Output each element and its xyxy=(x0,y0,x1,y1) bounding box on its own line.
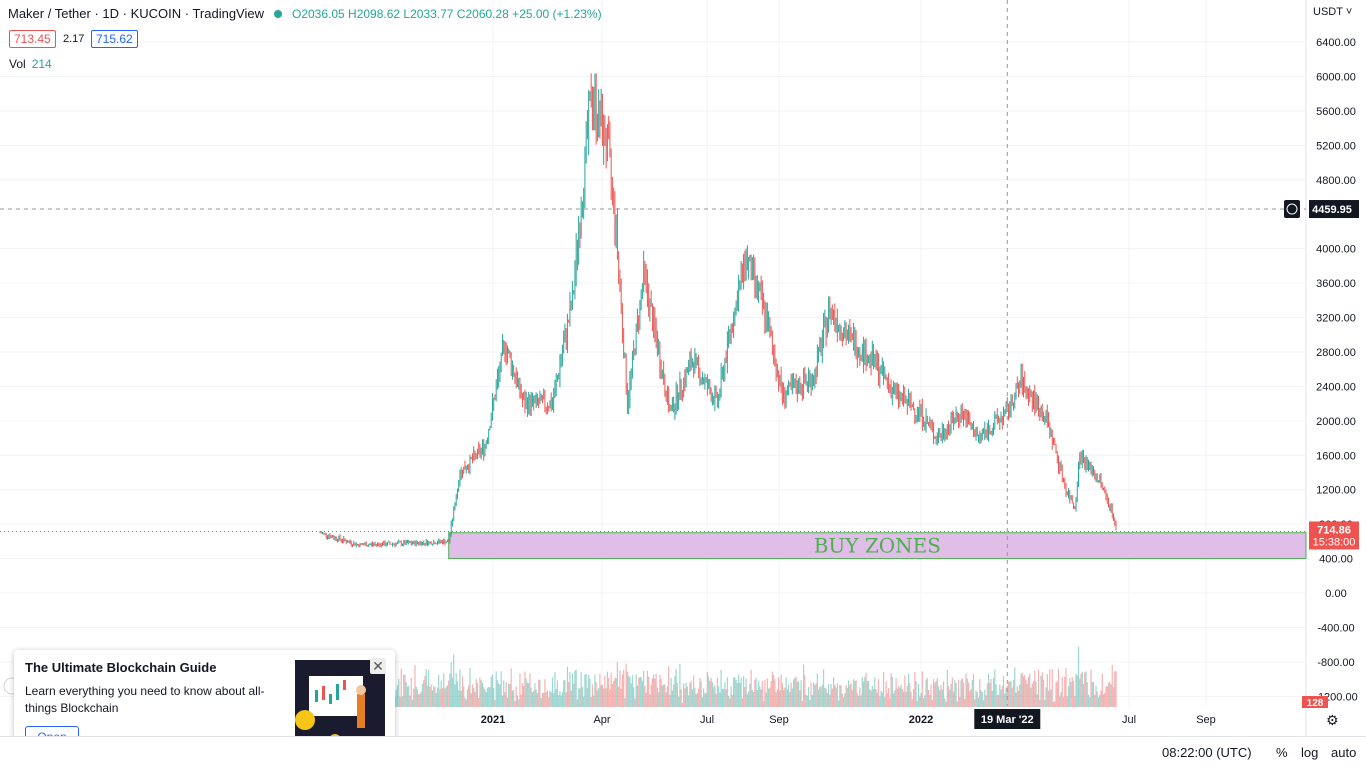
ohlc-values: O2036.05 H2098.62 L2033.77 C2060.28 +25.… xyxy=(292,7,602,21)
status-bar: 08:22:00 (UTC) % log auto xyxy=(0,736,1366,769)
log-toggle[interactable]: log xyxy=(1301,745,1319,760)
close-icon[interactable]: ✕ xyxy=(370,658,386,674)
last-volume-box xyxy=(1302,696,1328,708)
sell-price-button[interactable]: 713.45 xyxy=(9,30,56,48)
clock[interactable]: 08:22:00 (UTC) xyxy=(1162,745,1252,760)
crosshair-price-label: 4459.95 xyxy=(1312,204,1352,216)
spread-value: 2.17 xyxy=(63,33,85,45)
y-tick-label: 1200.00 xyxy=(1316,485,1356,497)
plus-icon-ring xyxy=(1286,203,1298,215)
x-tick-label: Jul xyxy=(700,714,714,726)
ad-description: Learn everything you need to know about … xyxy=(25,684,265,715)
last-price-label: 714.86 xyxy=(1317,524,1351,536)
y-tick-label: 400.00 xyxy=(1319,554,1353,566)
x-tick-label: 2022 xyxy=(909,714,933,726)
crosshair-price-box xyxy=(1309,200,1359,219)
y-tick-label: 3200.00 xyxy=(1316,313,1356,325)
buy-zone-label: BUY ZONES xyxy=(814,534,941,558)
plus-icon xyxy=(1284,200,1300,219)
y-tick-label: 5200.00 xyxy=(1316,140,1356,152)
crosshair-date-label: 19 Mar '22 xyxy=(981,714,1034,726)
candlestick-series xyxy=(319,73,1117,548)
y-tick-label: 3600.00 xyxy=(1316,278,1356,290)
volume-legend: Vol 214 xyxy=(9,57,52,71)
volume-value: 214 xyxy=(31,57,52,71)
y-tick-label: 4000.00 xyxy=(1316,244,1356,256)
ad-illustration xyxy=(295,660,385,750)
y-tick-label: 0.00 xyxy=(1325,588,1346,600)
x-tick-label: Sep xyxy=(769,714,789,726)
buy-zone-rectangle xyxy=(448,532,1307,560)
percent-toggle[interactable]: % xyxy=(1276,745,1288,760)
x-tick-label: 2021 xyxy=(481,714,505,726)
y-tick-label: 2000.00 xyxy=(1316,416,1356,428)
x-tick-label: Sep xyxy=(1196,714,1216,726)
volume-series xyxy=(319,646,1117,707)
y-tick-label: 6000.00 xyxy=(1316,71,1356,83)
volume-label: Vol xyxy=(9,57,26,71)
price-chart[interactable]: 6400.00 6000.00 5600.00 5200.00 4800.00 4000.… xyxy=(0,0,1366,736)
chevron-down-icon: ˅ xyxy=(1345,6,1353,18)
y-tick-label: 6400.00 xyxy=(1316,37,1356,49)
market-status-icon xyxy=(274,10,282,19)
y-tick-label: -400.00 xyxy=(1317,622,1354,634)
y-tick-label: 5600.00 xyxy=(1316,106,1356,118)
currency-selector[interactable]: USDT ˅ xyxy=(1313,6,1352,18)
countdown-label: 15:38:00 xyxy=(1313,536,1356,548)
ad-image[interactable] xyxy=(295,660,385,750)
y-tick-label: -800.00 xyxy=(1317,657,1354,669)
last-volume-label: 128 xyxy=(1307,698,1324,709)
symbol-title[interactable]: Maker / Tether · 1D · KUCOIN · TradingVi… xyxy=(8,6,264,21)
auto-toggle[interactable]: auto xyxy=(1331,745,1357,760)
x-tick-label: Jul xyxy=(1122,714,1136,726)
chart-legend: Maker / Tether · 1D · KUCOIN · TradingVi… xyxy=(8,6,602,21)
last-price-box xyxy=(1309,521,1359,550)
y-tick-label: 1600.00 xyxy=(1316,450,1356,462)
y-tick-label: 4800.00 xyxy=(1316,175,1356,187)
gear-icon[interactable]: ⚙ xyxy=(1326,712,1339,728)
currency-label: USDT xyxy=(1313,6,1343,18)
y-tick-label: 2400.00 xyxy=(1316,381,1356,393)
y-tick-label: 2800.00 xyxy=(1316,347,1356,359)
ad-title: The Ultimate Blockchain Guide xyxy=(25,660,217,675)
crosshair-date-box xyxy=(974,709,1041,729)
price-axis-panel xyxy=(1306,0,1366,736)
x-tick-label: Apr xyxy=(593,714,610,726)
buy-price-button[interactable]: 715.62 xyxy=(91,30,138,48)
